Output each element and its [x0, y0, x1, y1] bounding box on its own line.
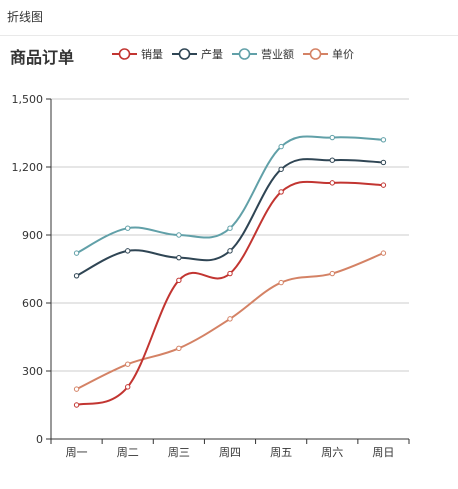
x-tick-label-1: 周二 — [117, 446, 139, 459]
legend-label-0: 销量 — [141, 47, 163, 61]
data-point-3-6[interactable] — [380, 250, 387, 256]
data-point-3-3[interactable] — [227, 316, 233, 322]
data-point-2-4[interactable] — [278, 143, 284, 150]
data-point-2-1[interactable] — [125, 225, 131, 231]
x-tick-label-6: 周日 — [372, 446, 394, 459]
axes: 0 300 600 900 1,200 1,500 周一 周二 周三 周四 周五 周六 周日 — [12, 93, 410, 459]
data-point-1-3[interactable] — [227, 248, 233, 254]
data-point-1-5[interactable] — [329, 157, 335, 163]
legend-item-3[interactable]: 单价 — [303, 48, 354, 61]
data-point-0-5[interactable] — [329, 180, 335, 186]
series-2 — [73, 134, 387, 256]
x-tick-label-0: 周一 — [66, 446, 88, 459]
legend-marker-1 — [178, 48, 191, 60]
x-tick-label-3: 周四 — [219, 446, 241, 459]
series-3 — [73, 250, 387, 392]
y-tick-label-1: 300 — [22, 365, 43, 378]
x-tick-label-4: 周五 — [270, 446, 292, 459]
data-point-2-0[interactable] — [73, 250, 80, 256]
data-point-1-6[interactable] — [380, 159, 387, 166]
legend-label-3: 单价 — [332, 48, 354, 61]
series-lines — [73, 134, 387, 408]
y-tick-label-2: 600 — [22, 297, 43, 310]
data-point-3-4[interactable] — [278, 279, 284, 286]
legend-label-2: 营业额 — [261, 47, 294, 61]
x-tick-label-2: 周三 — [168, 446, 190, 459]
chart-title: 商品订单 — [10, 48, 74, 67]
y-tick-label-3: 900 — [22, 229, 43, 242]
data-point-1-2[interactable] — [176, 254, 182, 261]
y-tick-label-4: 1,200 — [12, 161, 44, 174]
data-point-0-1[interactable] — [125, 384, 131, 390]
legend-marker-2 — [238, 48, 251, 60]
data-point-2-5[interactable] — [329, 134, 335, 141]
data-point-0-0[interactable] — [73, 402, 80, 408]
legend-item-0[interactable]: 销量 — [112, 47, 163, 61]
legend: 销量 产量 营业额 单价 — [112, 47, 354, 61]
legend-marker-0 — [118, 48, 131, 60]
grid — [51, 98, 409, 372]
data-point-2-3[interactable] — [227, 225, 233, 231]
data-point-3-1[interactable] — [125, 361, 131, 367]
data-point-0-2[interactable] — [176, 277, 182, 284]
data-point-1-0[interactable] — [73, 273, 80, 279]
title-divider — [0, 35, 458, 36]
y-tick-label-5: 1,500 — [12, 93, 44, 106]
data-point-2-6[interactable] — [380, 137, 387, 143]
x-tick-label-5: 周六 — [321, 446, 343, 459]
data-point-0-4[interactable] — [278, 189, 284, 195]
y-tick-label-0: 0 — [36, 433, 43, 446]
legend-label-1: 产量 — [201, 47, 223, 61]
data-point-1-4[interactable] — [278, 166, 284, 172]
legend-marker-3 — [309, 48, 322, 60]
data-point-2-2[interactable] — [176, 232, 182, 238]
data-point-0-3[interactable] — [227, 270, 233, 277]
data-point-3-0[interactable] — [73, 386, 80, 392]
series-0 — [73, 180, 387, 408]
series-line-1 — [76, 158, 384, 277]
series-1 — [73, 157, 387, 279]
data-point-3-5[interactable] — [329, 270, 335, 277]
series-line-2 — [76, 135, 384, 255]
legend-item-2[interactable]: 营业额 — [232, 47, 294, 61]
data-point-1-1[interactable] — [125, 248, 131, 254]
series-line-0 — [76, 180, 384, 406]
legend-item-1[interactable]: 产量 — [172, 47, 223, 61]
data-point-3-2[interactable] — [176, 345, 182, 352]
data-point-0-6[interactable] — [380, 182, 387, 188]
window-title: 折线图 — [7, 10, 44, 24]
